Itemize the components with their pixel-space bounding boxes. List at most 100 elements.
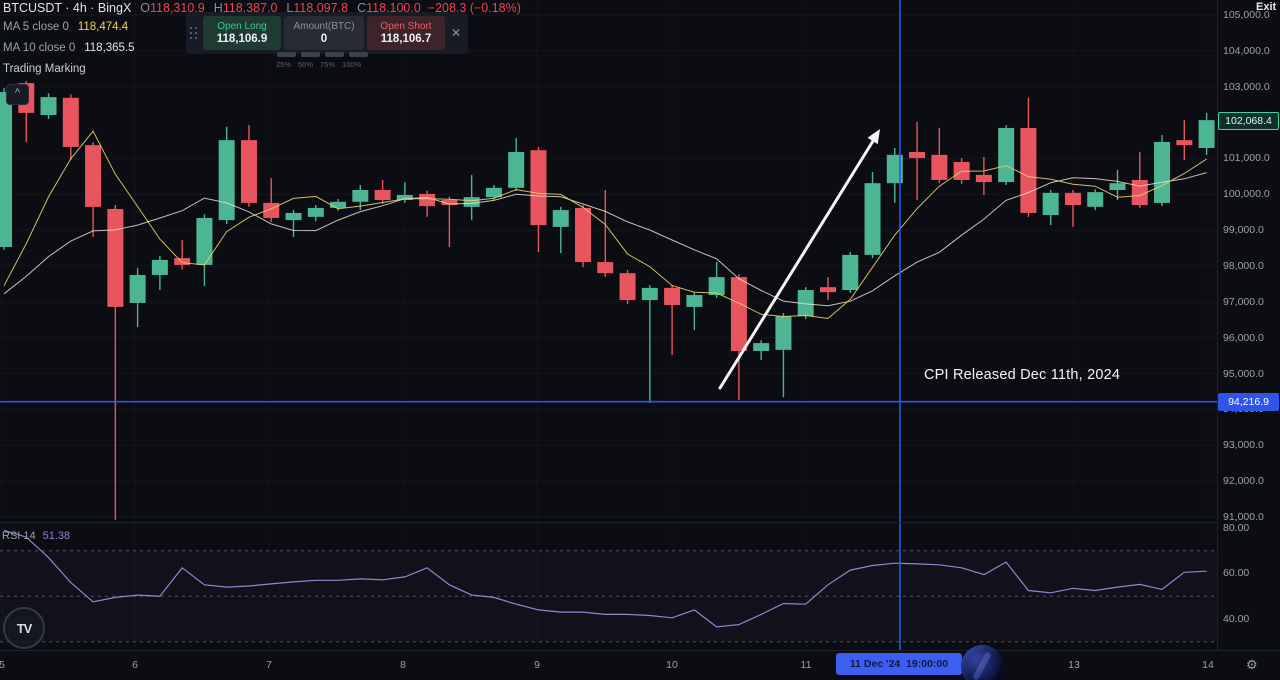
gear-icon[interactable]: ⚙ [1246, 657, 1258, 672]
percent-pill-100[interactable] [349, 52, 368, 57]
time-axis-tick[interactable]: 6 [132, 659, 138, 671]
price-axis-tick[interactable]: 95,000.0 [1223, 367, 1264, 380]
rsi-label: RSI 14 [2, 530, 36, 542]
candle-body [330, 201, 347, 208]
alert-price-tag[interactable]: 94,216.9 [1218, 392, 1279, 411]
close-value: 118,100.0 [366, 1, 421, 15]
rsi-value: 51.38 [42, 530, 71, 542]
drawing-tool-label[interactable]: Trading Marking [3, 63, 86, 75]
ma10-line [3, 172, 1207, 307]
open-long-label: Open Long [217, 21, 267, 32]
amount-percent-pills [277, 52, 368, 57]
last-price-tag: 102,068.4 [1218, 112, 1279, 131]
rsi-line [3, 529, 1207, 628]
candle-body [107, 208, 124, 307]
candle-body [463, 197, 480, 207]
candle-body [1087, 192, 1104, 207]
time-axis-tick[interactable]: 5 [0, 659, 5, 671]
candle-body [641, 287, 658, 301]
candle-body [129, 274, 146, 303]
symbol-legend[interactable]: BTCUSDT · 4h · BingX O118,310.9 H118,387.0… [3, 1, 521, 15]
drag-handle-icon[interactable] [188, 20, 200, 46]
candlestick-chart[interactable] [0, 0, 1217, 650]
open-short-price: 118,106.7 [380, 33, 432, 45]
price-axis-tick[interactable]: 100,000.0 [1223, 188, 1270, 201]
candle-body [819, 287, 836, 293]
sphere-logo-icon [961, 645, 1004, 680]
time-axis-tick[interactable]: 14 [1202, 659, 1214, 671]
candle-body [686, 295, 703, 307]
amount-input[interactable]: Amount(BTC) 0 [284, 16, 364, 50]
candle-body [174, 258, 191, 265]
price-axis-tick[interactable]: 93,000.0 [1223, 439, 1264, 452]
price-axis-tick[interactable]: 91,000.0 [1223, 511, 1264, 523]
candle-body [1064, 192, 1081, 206]
collapse-legend-button[interactable]: ^ [6, 84, 29, 105]
price-axis-tick[interactable]: 103,000.0 [1223, 80, 1270, 93]
percent-pill-25[interactable] [277, 52, 296, 57]
candle-body [352, 189, 369, 202]
close-icon[interactable]: ✕ [450, 26, 462, 40]
change-value: −208.3 (−0.18%) [427, 1, 521, 15]
rsi-axis-tick[interactable]: 40.00 [1223, 612, 1250, 625]
price-axis[interactable]: 105,000.0 104,000.0 103,000.0 101,000.0 100,… [1217, 0, 1280, 650]
trade-panel: Open Long 118,106.9 Amount(BTC) 0 Open S… [186, 12, 468, 54]
time-axis-tick[interactable]: 9 [534, 659, 540, 671]
ma10-legend[interactable]: MA 10 close 0 118,365.5 [3, 42, 135, 54]
rsi-band-fill [0, 550, 1217, 642]
open-short-button[interactable]: Open Short 118,106.7 [367, 16, 445, 50]
candle-body [441, 200, 458, 206]
candle-body [307, 207, 324, 217]
time-axis-tick[interactable]: 11 [800, 659, 812, 671]
candle-body [619, 273, 636, 301]
candle-body [1109, 183, 1126, 190]
price-axis-tick[interactable]: 97,000.0 [1223, 295, 1264, 308]
rsi-legend[interactable]: RSI 14 51.38 [2, 530, 70, 542]
percent-label: 100% [342, 60, 362, 69]
cpi-annotation-text: CPI Released Dec 11th, 2024 [924, 367, 1121, 383]
open-long-button[interactable]: Open Long 118,106.9 [203, 16, 281, 50]
percent-label: 25% [276, 60, 292, 69]
time-axis-tick[interactable]: 13 [1068, 659, 1080, 671]
candle-body [196, 217, 213, 265]
symbol-title[interactable]: BTCUSDT · 4h · BingX [3, 1, 132, 15]
candle-body [285, 212, 302, 221]
time-axis[interactable]: 11 Dec '24 19:00:00 ⚙ 5 6 7 8 9 10 11 13 14 [0, 645, 1280, 680]
low-value: 118,097.8 [293, 1, 349, 15]
candle-body [597, 262, 614, 274]
price-axis-tick[interactable]: 101,000.0 [1223, 152, 1270, 165]
pane-divider[interactable] [0, 522, 1217, 523]
open-value: 118,310.9 [150, 1, 205, 15]
price-axis-tick[interactable]: 98,000.0 [1223, 260, 1264, 272]
price-axis-tick[interactable]: 96,000.0 [1223, 331, 1264, 344]
amount-percent-labels: 25% 50% 75% 100% [276, 60, 361, 69]
time-axis-tick[interactable]: 8 [400, 659, 406, 671]
close-letter: C [357, 1, 367, 15]
ma10-label: MA 10 close 0 [3, 42, 76, 54]
exit-button[interactable]: Exit [1256, 1, 1277, 13]
candle-body [886, 154, 903, 184]
price-axis-tick[interactable]: 105,000.0 [1223, 9, 1270, 21]
price-axis-tick[interactable]: 92,000.0 [1223, 475, 1264, 488]
candle-body [842, 254, 859, 291]
time-axis-tick[interactable]: 7 [266, 659, 272, 671]
candle-body [730, 277, 747, 351]
percent-pill-50[interactable] [301, 52, 320, 57]
candle-body [374, 189, 391, 201]
rsi-axis-tick[interactable]: 80.00 [1223, 522, 1250, 534]
candle-body [975, 174, 992, 183]
candle-body [240, 140, 257, 203]
percent-pill-75[interactable] [325, 52, 344, 57]
candle-body [998, 127, 1015, 183]
candle-body [218, 140, 235, 221]
candle-body [151, 259, 168, 275]
candle-body [931, 154, 948, 180]
ma5-legend[interactable]: MA 5 close 0 118,474.4 [3, 21, 128, 33]
candle-body [797, 290, 814, 317]
price-axis-tick[interactable]: 99,000.0 [1223, 224, 1264, 237]
time-axis-tick[interactable]: 10 [666, 659, 678, 671]
rsi-axis-tick[interactable]: 60.00 [1223, 567, 1250, 580]
price-axis-tick[interactable]: 104,000.0 [1223, 44, 1270, 57]
amount-value: 0 [320, 33, 328, 45]
